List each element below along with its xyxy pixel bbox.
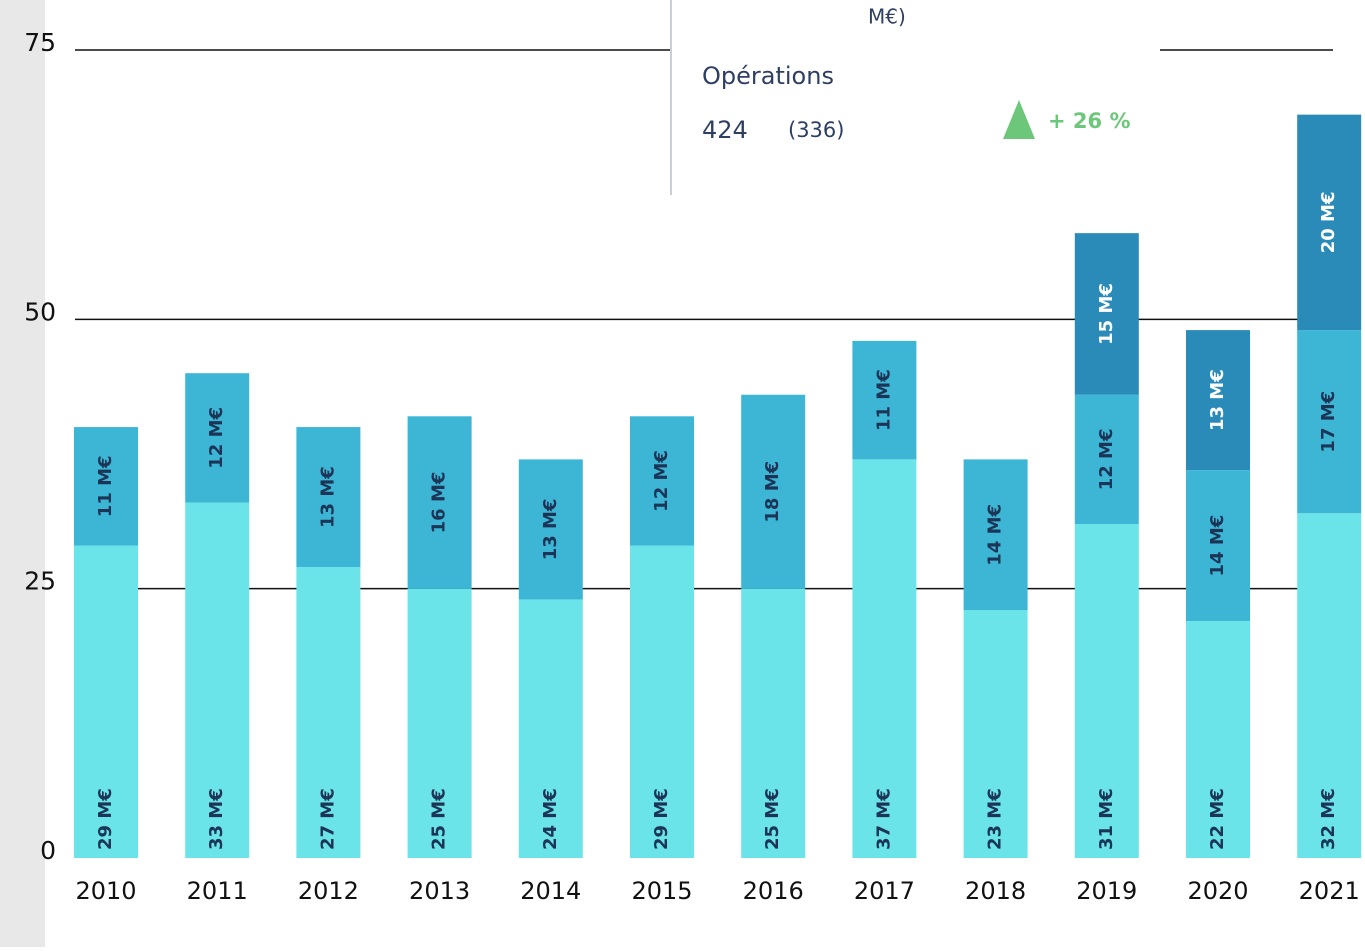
segment-label: 25 M€ xyxy=(762,788,783,850)
card-value: 424 xyxy=(702,116,748,144)
segment-label: 12 M€ xyxy=(1096,429,1117,491)
bar-segment xyxy=(1297,330,1362,514)
bar-segment xyxy=(407,588,472,858)
x-tick-label: 2018 xyxy=(965,877,1026,905)
x-tick-label: 2010 xyxy=(75,877,136,905)
segment-label: 11 M€ xyxy=(873,369,894,431)
segment-label: 27 M€ xyxy=(317,788,338,850)
y-tick-label: 75 xyxy=(24,28,56,57)
y-tick-label: 25 xyxy=(24,567,56,596)
bar-segment xyxy=(296,427,361,568)
bar-segment xyxy=(518,599,583,858)
card-fragment: M€) xyxy=(868,5,906,29)
bar-segment xyxy=(852,459,917,858)
segment-label: 13 M€ xyxy=(317,466,338,528)
segment-label: 17 M€ xyxy=(1318,391,1339,453)
left-strip xyxy=(0,0,45,947)
x-tick-label: 2014 xyxy=(520,877,581,905)
segment-label: 24 M€ xyxy=(540,788,561,850)
bars: 29 M€ 11 M€ 33 M€ 12 M€ 27 M€ 13 M€ 25 M€ 16 M€… xyxy=(74,114,1362,858)
segment-label: 15 M€ xyxy=(1096,283,1117,345)
x-tick-label: 2017 xyxy=(854,877,915,905)
card-previous: (336) xyxy=(788,118,844,142)
segment-label: 25 M€ xyxy=(429,788,450,850)
segment-label: 29 M€ xyxy=(651,788,672,850)
x-tick-label: 2021 xyxy=(1299,877,1360,905)
bar-segment xyxy=(630,416,694,546)
bar-segment xyxy=(1297,513,1362,858)
segment-label: 20 M€ xyxy=(1318,191,1339,253)
segment-label: 29 M€ xyxy=(95,788,116,850)
x-tick-label: 2019 xyxy=(1076,877,1137,905)
x-tick-label: 2011 xyxy=(187,877,248,905)
bar-segment xyxy=(74,427,138,546)
x-tick-label: 2012 xyxy=(298,877,359,905)
bar-segment xyxy=(518,459,583,600)
bar-segment xyxy=(407,416,472,589)
overlay-card: M€) Opérations 424 (336) + 26 % xyxy=(670,0,1160,195)
segment-label: 12 M€ xyxy=(206,407,227,469)
segment-label: 12 M€ xyxy=(651,450,672,512)
bar-segment xyxy=(1074,524,1139,858)
bar-segment xyxy=(185,502,250,858)
segment-label: 22 M€ xyxy=(1207,788,1228,850)
x-tick-label: 2020 xyxy=(1187,877,1248,905)
segment-label: 14 M€ xyxy=(985,504,1006,566)
segment-label: 33 M€ xyxy=(206,788,227,850)
segment-label: 37 M€ xyxy=(873,788,894,850)
segment-label: 31 M€ xyxy=(1096,788,1117,850)
bar-segment xyxy=(185,373,250,503)
bar-segment xyxy=(1074,394,1139,525)
bar-segment xyxy=(296,567,361,858)
segment-label: 18 M€ xyxy=(762,461,783,523)
bar-segment xyxy=(1074,233,1139,395)
bar-segment xyxy=(963,610,1028,858)
segment-label: 13 M€ xyxy=(1207,369,1228,431)
y-tick-label: 0 xyxy=(40,836,56,865)
segment-label: 11 M€ xyxy=(95,455,116,517)
bar-segment xyxy=(741,394,806,589)
bar-segment xyxy=(852,340,917,460)
card-change: + 26 % xyxy=(1048,109,1130,133)
x-tick-label: 2013 xyxy=(409,877,470,905)
x-tick-label: 2016 xyxy=(743,877,804,905)
bar-segment xyxy=(963,459,1028,611)
bar-segment xyxy=(1186,620,1250,858)
segment-label: 16 M€ xyxy=(429,472,450,534)
segment-label: 23 M€ xyxy=(985,788,1006,850)
bar-segment xyxy=(630,545,694,858)
bar-segment xyxy=(1186,330,1250,471)
segment-label: 13 M€ xyxy=(540,499,561,561)
bar-segment xyxy=(1297,114,1362,331)
segment-label: 32 M€ xyxy=(1318,788,1339,850)
y-tick-label: 50 xyxy=(24,297,56,326)
card-label: Opérations xyxy=(702,62,834,90)
x-tick-label: 2015 xyxy=(631,877,692,905)
bar-segment xyxy=(1186,470,1250,621)
up-arrow xyxy=(1003,100,1035,139)
segment-label: 14 M€ xyxy=(1207,515,1228,577)
card-bg xyxy=(671,0,1160,195)
bar-segment xyxy=(741,588,806,858)
bar-segment xyxy=(74,545,138,858)
